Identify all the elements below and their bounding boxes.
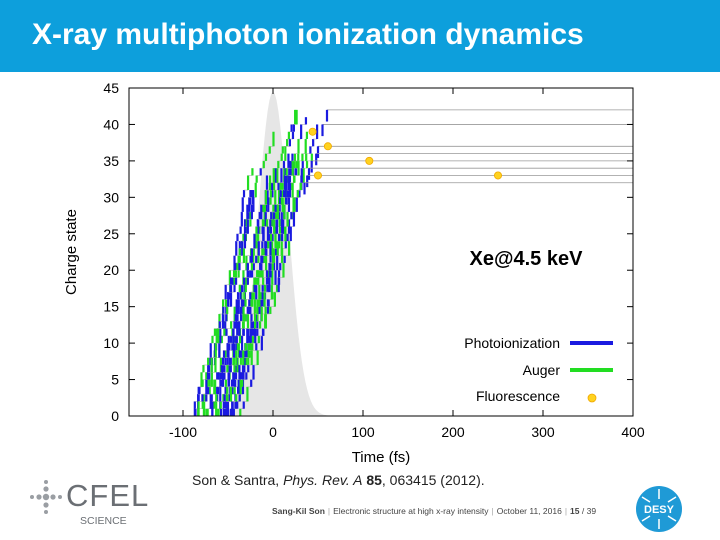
citation-journal: Phys. Rev. A xyxy=(283,472,363,488)
footer-talk: Electronic structure at high x-ray inten… xyxy=(333,506,489,516)
citation-authors: Son & Santra, xyxy=(192,472,284,488)
y-tick-label: 45 xyxy=(103,80,119,96)
legend-label: Auger xyxy=(523,362,561,378)
footer-date: October 11, 2016 xyxy=(496,506,562,516)
y-tick-label: 10 xyxy=(103,335,119,351)
slide-title: X-ray multiphoton ionization dynamics xyxy=(32,18,584,51)
desy-text: DESY xyxy=(644,504,675,516)
citation-volume: 85 xyxy=(366,472,382,488)
x-tick-label: -100 xyxy=(169,424,197,440)
legend-swatch xyxy=(587,393,597,403)
citation: Son & Santra, Phys. Rev. A 85, 063415 (2… xyxy=(192,472,485,488)
y-tick-label: 5 xyxy=(111,372,119,388)
y-tick-label: 30 xyxy=(103,189,119,205)
y-tick-label: 25 xyxy=(103,226,119,242)
legend-label: Fluorescence xyxy=(476,388,560,404)
x-tick-label: 0 xyxy=(269,424,277,440)
footer-total: / 39 xyxy=(581,506,597,516)
y-tick-label: 40 xyxy=(103,116,119,132)
x-tick-label: 100 xyxy=(351,424,375,440)
footer: Sang-Kil Son | Electronic structure at hig… xyxy=(272,506,597,516)
plot-frame xyxy=(128,87,634,417)
cfel-text: CFEL xyxy=(66,478,150,513)
fluorescence-marker xyxy=(493,171,502,180)
fluorescence-marker xyxy=(308,127,317,136)
footer-page: 15 xyxy=(570,506,580,516)
y-tick-label: 20 xyxy=(103,262,119,278)
cfel-logo: CFEL SCIENCE xyxy=(28,478,148,530)
citation-rest: , 063415 (2012). xyxy=(381,472,485,488)
chart-annotation: Xe@4.5 keV xyxy=(470,248,584,270)
x-axis-label: Time (fs) xyxy=(352,449,411,466)
x-tick-label: 400 xyxy=(621,424,645,440)
y-axis-label: Charge state xyxy=(63,209,80,295)
desy-logo: DESY xyxy=(636,486,682,532)
y-tick-label: 35 xyxy=(103,153,119,169)
legend-label: Photoionization xyxy=(464,335,560,351)
fluorescence-marker xyxy=(365,156,374,165)
x-tick-label: 200 xyxy=(441,424,465,440)
cfel-dots-icon xyxy=(30,480,62,514)
y-tick-label: 0 xyxy=(111,408,119,424)
fluorescence-marker xyxy=(323,142,332,151)
fluorescence-marker xyxy=(313,171,322,180)
cfel-subtitle: SCIENCE xyxy=(80,515,127,527)
y-tick-label: 15 xyxy=(103,299,119,315)
x-tick-label: 300 xyxy=(531,424,555,440)
title-bar: X-ray multiphoton ionization dynamics xyxy=(0,0,720,72)
footer-author: Sang-Kil Son xyxy=(272,506,325,516)
